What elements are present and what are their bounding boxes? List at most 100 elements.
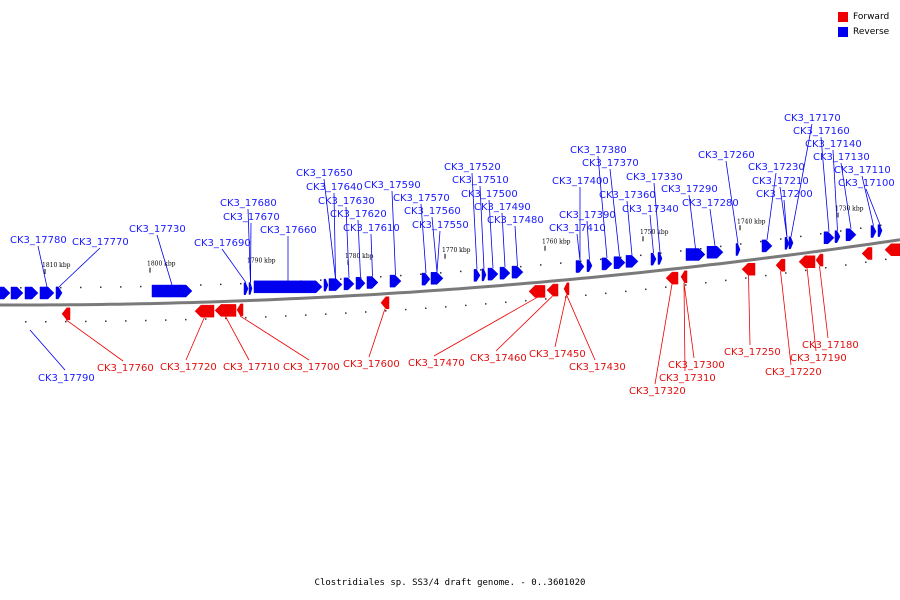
track-dot bbox=[25, 321, 27, 323]
track-dot bbox=[60, 286, 62, 289]
track-dot bbox=[645, 288, 647, 291]
reverse-gene-label: CK3_17620 bbox=[330, 209, 387, 220]
forward-gene-label: CK3_17220 bbox=[765, 367, 822, 378]
reverse-gene bbox=[55, 286, 63, 300]
reverse-gene-label: CK3_17160 bbox=[793, 126, 850, 137]
track-dot bbox=[200, 284, 202, 286]
label-leader bbox=[185, 316, 205, 361]
reverse-gene bbox=[328, 278, 343, 291]
forward-gene-label: CK3_17250 bbox=[724, 347, 781, 358]
forward-gene bbox=[775, 258, 786, 272]
label-leader bbox=[832, 149, 838, 231]
label-leader bbox=[471, 172, 478, 270]
reverse-gene-label: CK3_17100 bbox=[838, 178, 895, 189]
reverse-gene bbox=[685, 248, 706, 261]
track-dot bbox=[425, 307, 427, 309]
reverse-gene-label: CK3_17400 bbox=[552, 176, 609, 187]
track-dot bbox=[785, 272, 787, 274]
track-dot bbox=[885, 258, 887, 261]
forward-gene bbox=[563, 282, 570, 296]
label-leader bbox=[431, 216, 438, 273]
forward-gene bbox=[236, 303, 244, 317]
reverse-gene bbox=[706, 245, 724, 259]
reverse-gene-label: CK3_17670 bbox=[223, 212, 280, 223]
track-dot bbox=[325, 313, 327, 315]
reverse-gene-label: CK3_17500 bbox=[461, 189, 518, 200]
tick-label: 1740 kbp bbox=[737, 218, 766, 225]
reverse-gene bbox=[39, 286, 55, 300]
track-dot bbox=[745, 277, 747, 279]
track-dot bbox=[225, 317, 227, 320]
track-dot bbox=[420, 273, 422, 275]
tick-label: 1810 kbp bbox=[42, 262, 71, 269]
track-dot bbox=[245, 316, 247, 319]
track-dot bbox=[580, 260, 582, 263]
label-leader bbox=[323, 178, 336, 279]
reverse-gene-label: CK3_17780 bbox=[10, 235, 67, 246]
reverse-gene bbox=[421, 272, 431, 286]
label-leader bbox=[626, 200, 633, 256]
reverse-gene-label: CK3_17610 bbox=[343, 223, 400, 234]
reverse-gene bbox=[761, 239, 773, 253]
track-dot bbox=[660, 252, 662, 254]
forward-gene bbox=[214, 304, 237, 317]
track-dot bbox=[720, 245, 722, 248]
reverse-gene-label: CK3_17110 bbox=[834, 165, 891, 176]
forward-gene-label: CK3_17460 bbox=[470, 353, 527, 364]
label-leader bbox=[29, 329, 66, 371]
track-dot bbox=[865, 261, 867, 263]
label-leader bbox=[819, 266, 829, 339]
track-dot bbox=[140, 285, 142, 288]
track-dot bbox=[525, 299, 527, 302]
forward-gene-label: CK3_17700 bbox=[283, 362, 340, 373]
label-leader bbox=[586, 220, 590, 260]
reverse-gene-label: CK3_17340 bbox=[622, 204, 679, 215]
label-leader bbox=[649, 214, 654, 254]
label-leader bbox=[709, 208, 716, 247]
track-dot bbox=[705, 281, 707, 284]
label-leader bbox=[554, 294, 567, 348]
reverse-gene-label: CK3_17260 bbox=[698, 150, 755, 161]
track-dot bbox=[560, 262, 562, 264]
track-dot bbox=[485, 303, 487, 305]
track-dot bbox=[265, 316, 267, 318]
track-dot bbox=[840, 230, 842, 232]
reverse-gene bbox=[253, 280, 323, 294]
label-leader bbox=[748, 275, 751, 346]
track-dot bbox=[800, 235, 802, 238]
reverse-gene bbox=[657, 252, 663, 265]
track-dot bbox=[845, 264, 847, 266]
reverse-gene bbox=[788, 236, 794, 250]
legend-forward-label: Forward bbox=[853, 11, 890, 22]
label-leader bbox=[368, 308, 386, 358]
label-leader bbox=[683, 282, 695, 359]
track-dot bbox=[665, 286, 667, 288]
label-leader bbox=[597, 155, 608, 258]
label-leader bbox=[820, 136, 830, 232]
label-leader bbox=[370, 233, 373, 277]
forward-gene bbox=[680, 270, 688, 284]
reverse-gene-label: CK3_17650 bbox=[296, 168, 353, 179]
forward-gene-label: CK3_17720 bbox=[160, 362, 217, 373]
forward-gene-label: CK3_17430 bbox=[569, 362, 626, 373]
label-leader bbox=[566, 294, 596, 361]
track-dot bbox=[345, 312, 347, 314]
forward-gene bbox=[528, 285, 546, 298]
label-leader bbox=[250, 222, 252, 283]
reverse-swatch bbox=[838, 26, 848, 37]
track-dot bbox=[365, 311, 367, 313]
reverse-gene-label: CK3_17640 bbox=[306, 182, 363, 193]
track-dot bbox=[120, 286, 122, 288]
reverse-gene-label: CK3_17140 bbox=[805, 139, 862, 150]
track-dot bbox=[385, 310, 387, 312]
forward-swatch bbox=[838, 11, 848, 22]
label-leader bbox=[436, 230, 441, 273]
label-leader bbox=[391, 190, 396, 276]
reverse-gene bbox=[389, 274, 402, 288]
reverse-gene bbox=[243, 282, 249, 295]
forward-gene bbox=[665, 271, 679, 285]
genome-caption: Clostridiales sp. SS3/4 draft genome. - … bbox=[314, 578, 586, 588]
reverse-gene bbox=[430, 272, 444, 285]
reverse-gene bbox=[877, 224, 883, 237]
label-leader bbox=[688, 194, 696, 249]
